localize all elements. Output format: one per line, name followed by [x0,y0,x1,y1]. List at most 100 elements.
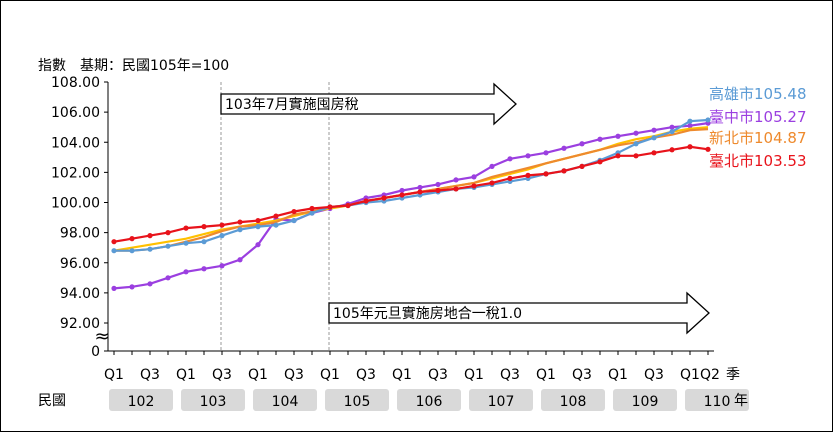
series-end-value: 105.48 [754,85,807,103]
y-tick-label: 102.00 [51,165,100,181]
x-tick-label: Q3 [644,367,664,383]
data-point [669,147,675,153]
year-label: 107 [488,394,515,410]
data-point [165,243,171,249]
x-tick-label: Q3 [140,367,160,383]
data-point [489,180,495,186]
data-point [237,219,243,225]
year-box [397,389,461,411]
data-point [399,192,405,198]
data-point [273,222,279,228]
series-lines [111,117,711,291]
x-tick-label: Q3 [428,367,448,383]
data-point [651,135,657,141]
data-point [309,205,315,212]
data-point [129,236,135,242]
data-point [633,141,639,147]
data-point [219,222,225,228]
series-line [113,145,709,243]
series-end-value: 105.27 [754,108,807,126]
data-point [687,118,693,124]
data-point [435,187,441,194]
data-point [183,269,189,275]
x-tick-label: Q1 [104,367,124,383]
x-axis-unit: 季 [726,367,740,383]
year-box [253,389,317,411]
data-point [165,230,171,236]
x-tick-label: Q3 [284,367,304,383]
data-point [435,181,441,188]
data-point [561,145,567,151]
y-tick-label: 106.00 [51,105,100,121]
data-point [525,153,531,159]
data-point [255,224,261,230]
x-tick-label: Q1 [464,367,484,383]
data-point [111,248,117,254]
x-tick-label: Q3 [356,367,376,383]
y-tick-label: 0 [91,344,100,360]
x-tick-label: Q3 [572,367,592,383]
x-tick-label: Q1 [536,367,556,383]
data-point [111,239,117,245]
series-end-label: 新北市104.87 [709,129,807,147]
series-line [114,118,709,252]
data-point [273,213,279,219]
data-point [147,281,153,287]
series-name: 臺中市 [709,108,754,126]
data-point [219,263,225,269]
year-label: 106 [416,394,443,410]
data-point [651,127,657,133]
y-axis: 108.00 106.00 104.00 102.00 100.00 98.00 96.00… [51,75,110,360]
series-end-label: 高雄市105.48 [709,85,807,103]
year-label: 109 [632,394,659,410]
data-point [291,217,297,224]
y-tick-label: 92.00 [60,316,100,332]
year-box [613,389,677,411]
x-tick-label: Q1 [248,367,268,383]
year-box [325,389,389,411]
x-tick-label: Q1 [320,367,340,383]
data-point [417,184,423,191]
data-point [579,141,585,147]
series-name: 高雄市 [709,85,754,103]
event-annotation: 103年7月實施囤房稅 [225,96,359,113]
data-point [489,163,495,169]
y-tick-label: 108.00 [51,75,100,91]
data-point [669,124,675,130]
data-point [615,153,621,159]
y-tick-label: 96.00 [60,256,100,272]
data-point [633,130,639,136]
x-tick-label: Q1 [392,367,412,383]
data-point [183,225,189,231]
data-point [381,195,387,201]
data-point [165,275,171,281]
series-name: 臺北市 [709,152,754,170]
axis-break-symbol: ≈ [94,326,109,347]
year-box [181,389,245,411]
year-label: 104 [272,394,299,410]
data-point [399,187,405,194]
data-point [147,246,153,252]
data-point [129,284,135,290]
data-point [471,174,477,180]
x-tick-label: Q3 [212,367,232,383]
data-point [183,240,189,246]
event-annotation: 105年元旦實施房地合一稅1.0 [333,305,522,322]
data-point [615,133,621,139]
data-point [255,217,261,224]
year-box [685,389,749,411]
y-tick-label: 98.00 [60,226,100,242]
year-label: 103 [200,394,227,410]
event-arrow [220,82,517,126]
series-end-label: 臺北市103.53 [709,152,807,170]
x-tick-label: Q3 [500,367,520,383]
data-point [507,156,513,162]
data-point [345,202,351,209]
series-end-value: 103.53 [754,152,807,170]
data-point [111,285,117,291]
event-arrow [328,291,710,335]
data-point [327,204,333,210]
y-tick-label: 100.00 [51,196,100,212]
